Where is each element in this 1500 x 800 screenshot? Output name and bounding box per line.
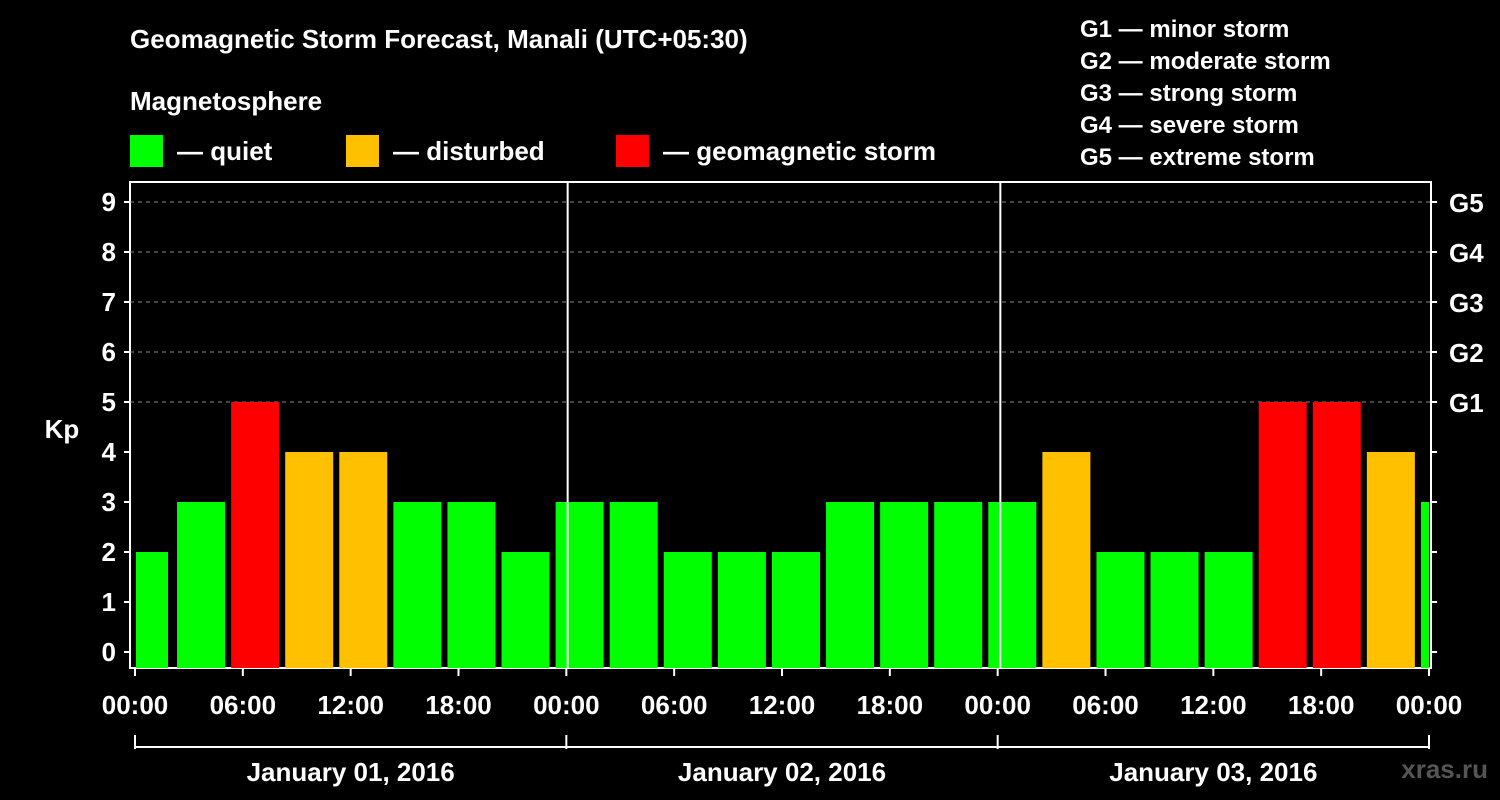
kp-bar bbox=[339, 452, 388, 668]
kp-bar bbox=[1096, 552, 1145, 668]
legend-quiet: — quiet bbox=[130, 135, 272, 167]
kp-bar bbox=[771, 552, 820, 668]
x-tick-label: 00:00 bbox=[533, 690, 600, 720]
g-scale-legend: G1 — minor storm G2 — moderate storm G3 … bbox=[1080, 14, 1331, 174]
x-tick-label: 18:00 bbox=[857, 690, 924, 720]
chart-title: Geomagnetic Storm Forecast, Manali (UTC+… bbox=[130, 24, 748, 54]
g-scale-g4: G4 — severe storm bbox=[1080, 112, 1299, 139]
kp-bar bbox=[1366, 452, 1415, 668]
kp-bar bbox=[1420, 502, 1429, 668]
kp-bar bbox=[393, 502, 442, 668]
y-tick-label: 1 bbox=[102, 587, 116, 617]
x-tick-label: 06:00 bbox=[210, 690, 277, 720]
x-tick-label: 06:00 bbox=[1072, 690, 1139, 720]
kp-bar bbox=[231, 402, 280, 668]
legend-swatch-storm bbox=[616, 135, 649, 167]
legend-label-quiet: — quiet bbox=[177, 135, 273, 166]
kp-bar bbox=[1258, 402, 1307, 668]
g-tick-label: G2 bbox=[1449, 338, 1484, 368]
x-tick-label: 00:00 bbox=[1396, 690, 1463, 720]
legend-label-disturbed: — disturbed bbox=[393, 135, 545, 166]
kp-bar bbox=[826, 502, 875, 668]
g-tick-label: G1 bbox=[1449, 388, 1484, 418]
x-tick-label: 12:00 bbox=[749, 690, 816, 720]
y-tick-label: 3 bbox=[102, 487, 116, 517]
g-tick-label: G5 bbox=[1449, 188, 1484, 218]
kp-bar bbox=[609, 502, 658, 668]
x-tick-label: 12:00 bbox=[317, 690, 384, 720]
y-tick-label: 5 bbox=[102, 387, 116, 417]
kp-bar bbox=[934, 502, 983, 668]
kp-bar bbox=[988, 502, 1037, 668]
kp-bar bbox=[1042, 452, 1091, 668]
kp-bar bbox=[136, 552, 168, 668]
g-scale-g5: G5 — extreme storm bbox=[1080, 144, 1315, 171]
legend-swatch-quiet bbox=[130, 135, 163, 167]
day-label: January 03, 2016 bbox=[1109, 757, 1317, 787]
y-axis-label: Kp bbox=[45, 414, 80, 444]
kp-bar bbox=[447, 502, 496, 668]
g-tick-label: G3 bbox=[1449, 288, 1484, 318]
day-label: January 01, 2016 bbox=[247, 757, 455, 787]
kp-bar bbox=[177, 502, 226, 668]
x-tick-label: 00:00 bbox=[964, 690, 1031, 720]
chart-subtitle: Magnetosphere bbox=[130, 86, 323, 116]
y-tick-label: 2 bbox=[102, 537, 116, 567]
g-scale-g3: G3 — strong storm bbox=[1080, 80, 1298, 107]
legend-label-storm: — geomagnetic storm bbox=[663, 135, 937, 166]
kp-bar bbox=[501, 552, 550, 668]
legend-storm: — geomagnetic storm bbox=[616, 135, 936, 167]
legend-swatch-disturbed bbox=[346, 135, 379, 167]
y-tick-label: 7 bbox=[102, 287, 116, 317]
x-tick-label: 00:00 bbox=[102, 690, 169, 720]
kp-bar bbox=[1204, 552, 1253, 668]
y-tick-label: 4 bbox=[102, 437, 117, 467]
y-tick-label: 0 bbox=[102, 637, 116, 667]
kp-bar bbox=[717, 552, 766, 668]
kp-bar bbox=[1312, 402, 1361, 668]
day-label: January 02, 2016 bbox=[678, 757, 886, 787]
watermark: xras.ru bbox=[1401, 754, 1488, 784]
x-tick-label: 18:00 bbox=[425, 690, 492, 720]
kp-bar bbox=[663, 552, 712, 668]
kp-bar bbox=[285, 452, 334, 668]
kp-bar bbox=[555, 502, 604, 668]
y-tick-label: 6 bbox=[102, 337, 116, 367]
kp-bar bbox=[880, 502, 929, 668]
g-scale-g1: G1 — minor storm bbox=[1080, 16, 1290, 43]
kp-bar bbox=[1150, 552, 1199, 668]
g-tick-label: G4 bbox=[1449, 238, 1484, 268]
x-tick-label: 18:00 bbox=[1288, 690, 1355, 720]
y-tick-label: 9 bbox=[102, 187, 116, 217]
y-tick-label: 8 bbox=[102, 237, 116, 267]
x-tick-label: 06:00 bbox=[641, 690, 708, 720]
g-scale-g2: G2 — moderate storm bbox=[1080, 48, 1331, 75]
x-tick-label: 12:00 bbox=[1180, 690, 1247, 720]
legend-disturbed: — disturbed bbox=[346, 135, 545, 167]
